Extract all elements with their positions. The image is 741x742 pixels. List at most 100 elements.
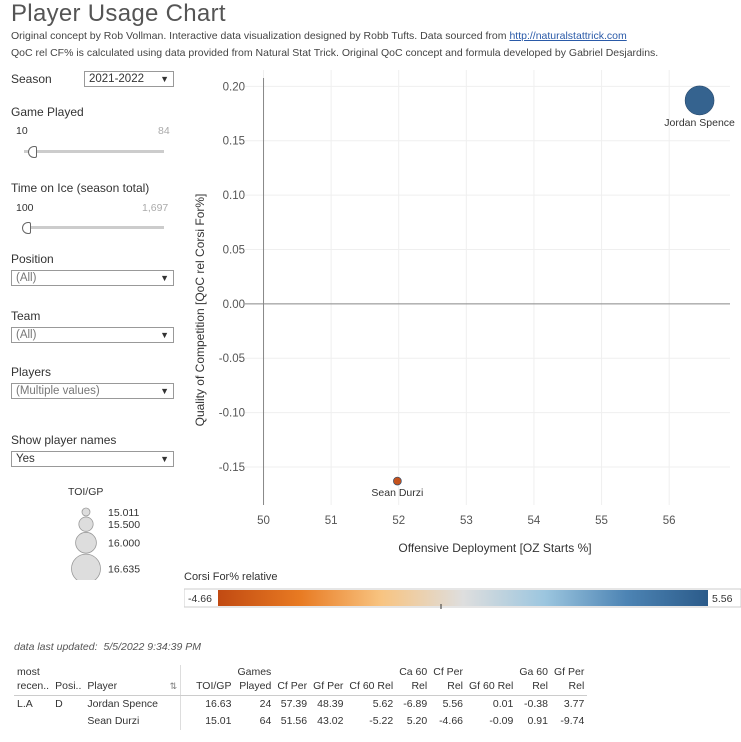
table-cell: 5.56 [442, 698, 463, 710]
color-legend-min: -4.66 [188, 593, 212, 605]
table-header-cell[interactable]: Gf Per [310, 665, 347, 696]
games-played-slider-handle[interactable] [28, 146, 37, 158]
players-value: (Multiple values) [16, 385, 100, 397]
table-cell: L.A [17, 698, 33, 710]
table-cell: Jordan Spence [87, 698, 159, 710]
y-tick-label: 0.15 [223, 136, 245, 148]
season-dropdown[interactable]: 2021-2022 ▼ [84, 71, 174, 87]
table-header-cell[interactable]: Games Played [234, 665, 275, 696]
table-cell: -9.74 [560, 715, 585, 727]
table-cell: 64 [259, 715, 272, 727]
x-tick-label: 54 [528, 515, 541, 527]
data-point[interactable] [393, 476, 402, 486]
toi-label: Time on Ice (season total) [11, 181, 150, 195]
y-tick-label: 0.05 [223, 244, 245, 256]
table-cell: -4.66 [439, 715, 463, 727]
y-tick-label: -0.05 [219, 353, 245, 365]
chart-points: Jordan Spence Sean Durzi [371, 85, 735, 499]
table-cell: -0.38 [524, 698, 548, 710]
toi-slider-track[interactable] [24, 226, 164, 229]
data-point[interactable] [684, 85, 715, 116]
table-cell: 24 [259, 698, 272, 710]
sort-icon[interactable]: ⇅ [167, 681, 178, 691]
chart-grid [245, 70, 730, 505]
x-tick-label: 51 [325, 515, 338, 527]
table-header-cell[interactable]: Player ⇅ [84, 665, 181, 696]
last-updated-label: data last updated: [14, 641, 98, 653]
show-names-value: Yes [16, 453, 35, 465]
size-legend-title: TOI/GP [68, 486, 103, 498]
table-cell: 0.01 [492, 698, 514, 710]
y-tick-label: -0.15 [219, 462, 245, 474]
toi-max: 1,697 [142, 202, 169, 214]
table-cell: 3.77 [563, 698, 585, 710]
table-header-cell[interactable]: Gf 60 Rel [466, 665, 517, 696]
table-header-cell[interactable]: Ga 60 Rel [516, 665, 551, 696]
stats-table: most recen.. Posi.. Player ⇅ TOI/GP Games Play… [14, 665, 588, 730]
table-cell: 43.02 [317, 715, 344, 727]
y-tick-label: 0.10 [223, 190, 245, 202]
color-legend-title: Corsi For% relative [184, 571, 278, 583]
table-header-cell[interactable]: Cf 60 Rel [346, 665, 397, 696]
table-cell: 57.39 [280, 698, 308, 710]
credits-line: Original concept by Rob Vollman. Interac… [11, 30, 627, 42]
x-tick-label: 55 [595, 515, 608, 527]
chevron-down-icon: ▼ [160, 330, 169, 340]
table-header-cell[interactable]: most recen.. [14, 665, 53, 696]
table-header-cell[interactable]: Ca 60 Rel [396, 665, 431, 696]
table-header-cell[interactable]: TOI/GP [180, 665, 235, 696]
table-header-cell[interactable]: Gf Per Rel [550, 665, 588, 696]
size-legend-circle [75, 531, 97, 554]
table-header-cell[interactable]: Posi.. [52, 665, 85, 696]
color-legend-max: 5.56 [712, 593, 733, 605]
size-legend-label: 16.000 [108, 538, 140, 550]
y-axis-label: Quality of Competition [QoC rel Corsi Fo… [193, 194, 207, 427]
table-header-cell[interactable]: Cf Per [274, 665, 311, 696]
table-row[interactable]: Sean Durzi 15.01 64 51.56 43.02 -5.22 5.20 -4.6… [14, 713, 587, 730]
source-link[interactable]: http://naturalstattrick.com [509, 30, 627, 42]
team-value: (All) [16, 329, 37, 341]
show-names-label: Show player names [11, 433, 117, 447]
x-tick-label: 53 [460, 515, 473, 527]
table-header-cell[interactable]: Cf Per Rel [430, 665, 466, 696]
point-label: Jordan Spence [664, 117, 735, 129]
x-axis-label: Offensive Deployment [OZ Starts %] [398, 541, 591, 555]
position-dropdown[interactable]: (All) ▼ [11, 270, 174, 286]
toi-min: 100 [16, 202, 34, 214]
table-cell [52, 713, 84, 730]
show-names-dropdown[interactable]: Yes ▼ [11, 451, 174, 467]
position-label: Position [11, 252, 54, 266]
team-dropdown[interactable]: (All) ▼ [11, 327, 174, 343]
y-tick-label: -0.10 [219, 408, 245, 420]
last-updated: data last updated: 5/5/2022 9:34:39 PM [14, 641, 201, 653]
point-label: Sean Durzi [371, 487, 423, 499]
toi-slider-handle[interactable] [22, 222, 31, 234]
season-label: Season [11, 72, 52, 86]
table-cell: 51.56 [280, 715, 308, 727]
games-played-max: 84 [158, 125, 170, 137]
table-cell: -5.22 [369, 715, 394, 727]
position-value: (All) [16, 272, 37, 284]
team-label: Team [11, 309, 41, 323]
table-row[interactable]: L.A D Jordan Spence 16.63 24 57.39 48.39 5.62 -6… [14, 695, 587, 713]
table-cell: D [55, 698, 63, 710]
size-legend-label: 15.500 [108, 519, 140, 531]
players-dropdown[interactable]: (Multiple values) ▼ [11, 383, 174, 399]
season-value: 2021-2022 [89, 73, 144, 85]
credits-text: Original concept by Rob Vollman. Interac… [11, 30, 510, 42]
y-tick-label: 0.00 [223, 299, 245, 311]
chevron-down-icon: ▼ [160, 454, 169, 464]
color-legend: -4.66 5.56 [184, 588, 741, 609]
table-cell: 16.63 [180, 695, 235, 713]
methodology-line: QoC rel CF% is calculated using data pro… [11, 47, 659, 59]
page-title: Player Usage Chart [11, 0, 226, 27]
chevron-down-icon: ▼ [160, 74, 169, 84]
x-tick-label: 56 [663, 515, 676, 527]
scatter-chart: 50 51 52 53 54 55 56 -0.15 -0.10 -0.05 0.00 0.05 0.1… [193, 70, 735, 555]
size-legend-label: 15.011 [108, 507, 139, 519]
chart-axes: 50 51 52 53 54 55 56 -0.15 -0.10 -0.05 0.00 0.05 0.1… [219, 78, 676, 527]
table-cell: 48.39 [317, 698, 344, 710]
games-played-slider-track[interactable] [24, 150, 164, 153]
chevron-down-icon: ▼ [160, 386, 169, 396]
